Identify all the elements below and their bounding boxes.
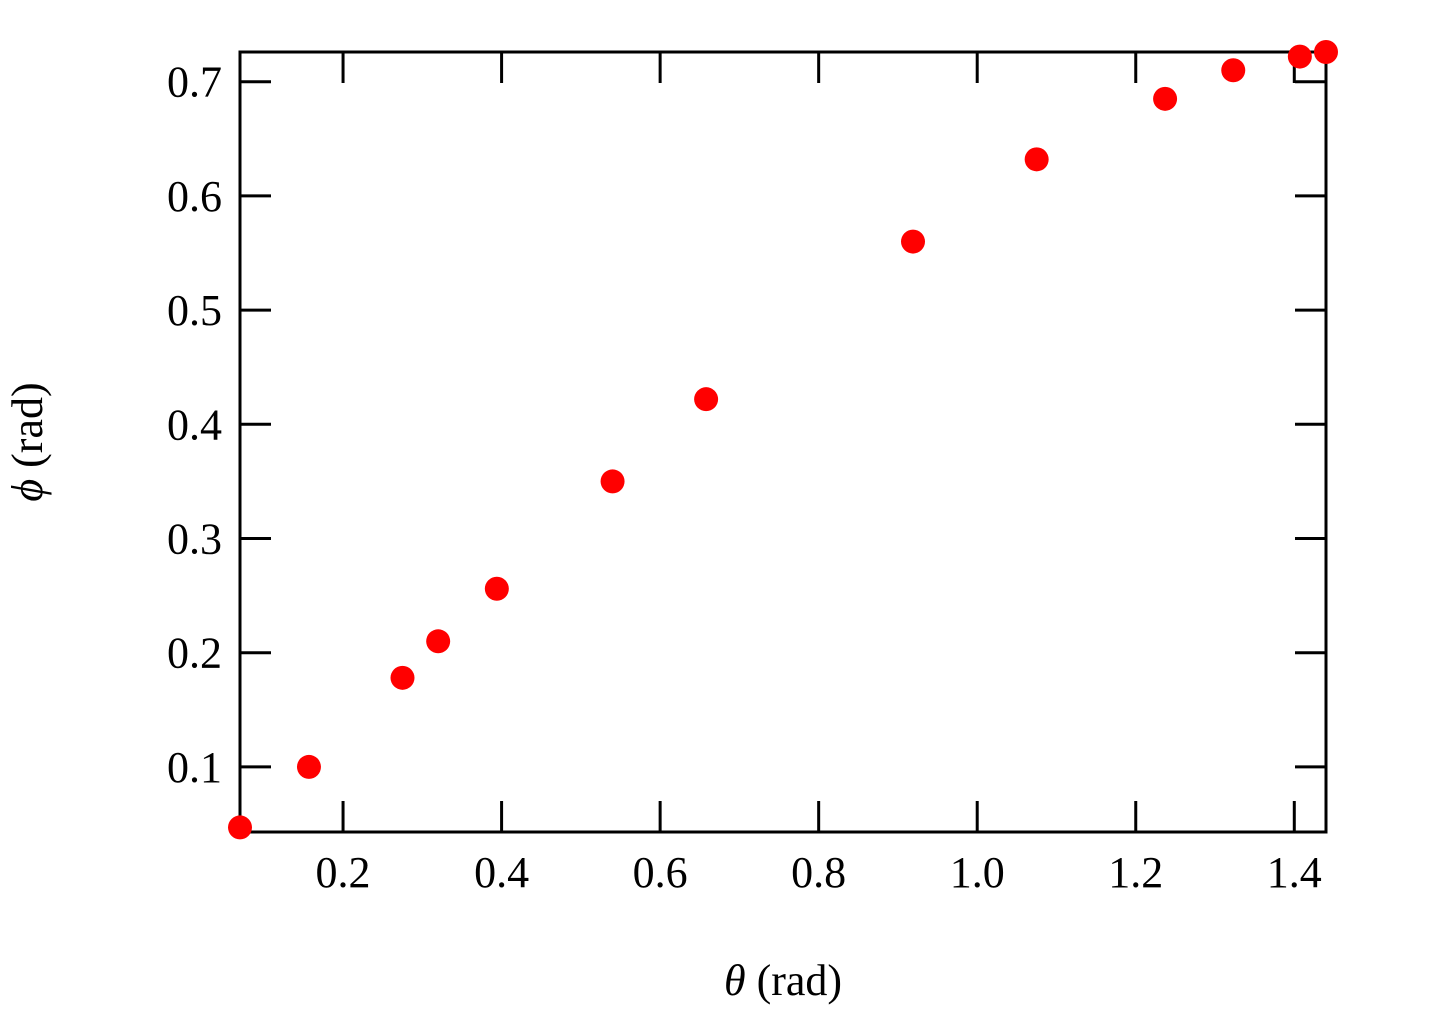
- x-tick-label: 1.4: [1267, 848, 1322, 897]
- x-tick-label: 1.0: [950, 848, 1005, 897]
- data-point: [1153, 86, 1178, 111]
- data-point: [694, 387, 719, 412]
- data-point: [484, 576, 509, 601]
- x-tick-label: 0.2: [316, 848, 371, 897]
- data-point: [1221, 58, 1246, 83]
- data-point: [390, 665, 415, 690]
- x-axis-symbol: θ: [724, 956, 746, 1005]
- y-tick-label: 0.2: [167, 629, 222, 678]
- y-tick-label: 0.6: [167, 172, 222, 221]
- y-tick-label: 0.5: [167, 286, 222, 335]
- data-point: [296, 754, 321, 779]
- y-axis-symbol: ϕ: [3, 479, 52, 502]
- data-point: [901, 229, 926, 254]
- data-point: [1314, 40, 1338, 64]
- x-tick-label: 0.4: [474, 848, 529, 897]
- y-axis-title: ϕ (rad): [3, 382, 52, 501]
- data-point: [1024, 147, 1049, 172]
- y-tick-label: 0.1: [167, 743, 222, 792]
- data-point: [228, 815, 252, 840]
- plot-frame: [238, 50, 1328, 834]
- y-tick-label: 0.3: [167, 515, 222, 564]
- data-point: [426, 629, 451, 654]
- x-axis-title: θ (rad): [724, 956, 842, 1005]
- y-axis-unit: (rad): [3, 382, 52, 468]
- data-point: [600, 469, 625, 494]
- y-tick-label: 0.4: [167, 400, 222, 449]
- x-axis-unit: (rad): [757, 956, 843, 1005]
- data-points: [228, 40, 1338, 840]
- x-tick-label: 0.8: [791, 848, 846, 897]
- x-axis-ticks: 0.2 0.4 0.6 0.8 1.0 1.2 1.4: [316, 52, 1322, 897]
- x-tick-label: 1.2: [1108, 848, 1163, 897]
- data-point: [1287, 44, 1312, 69]
- y-axis-ticks: 0.1 0.2 0.3 0.4 0.5 0.6 0.7: [167, 58, 1326, 792]
- x-tick-label: 0.6: [633, 848, 688, 897]
- y-tick-label: 0.7: [167, 58, 222, 107]
